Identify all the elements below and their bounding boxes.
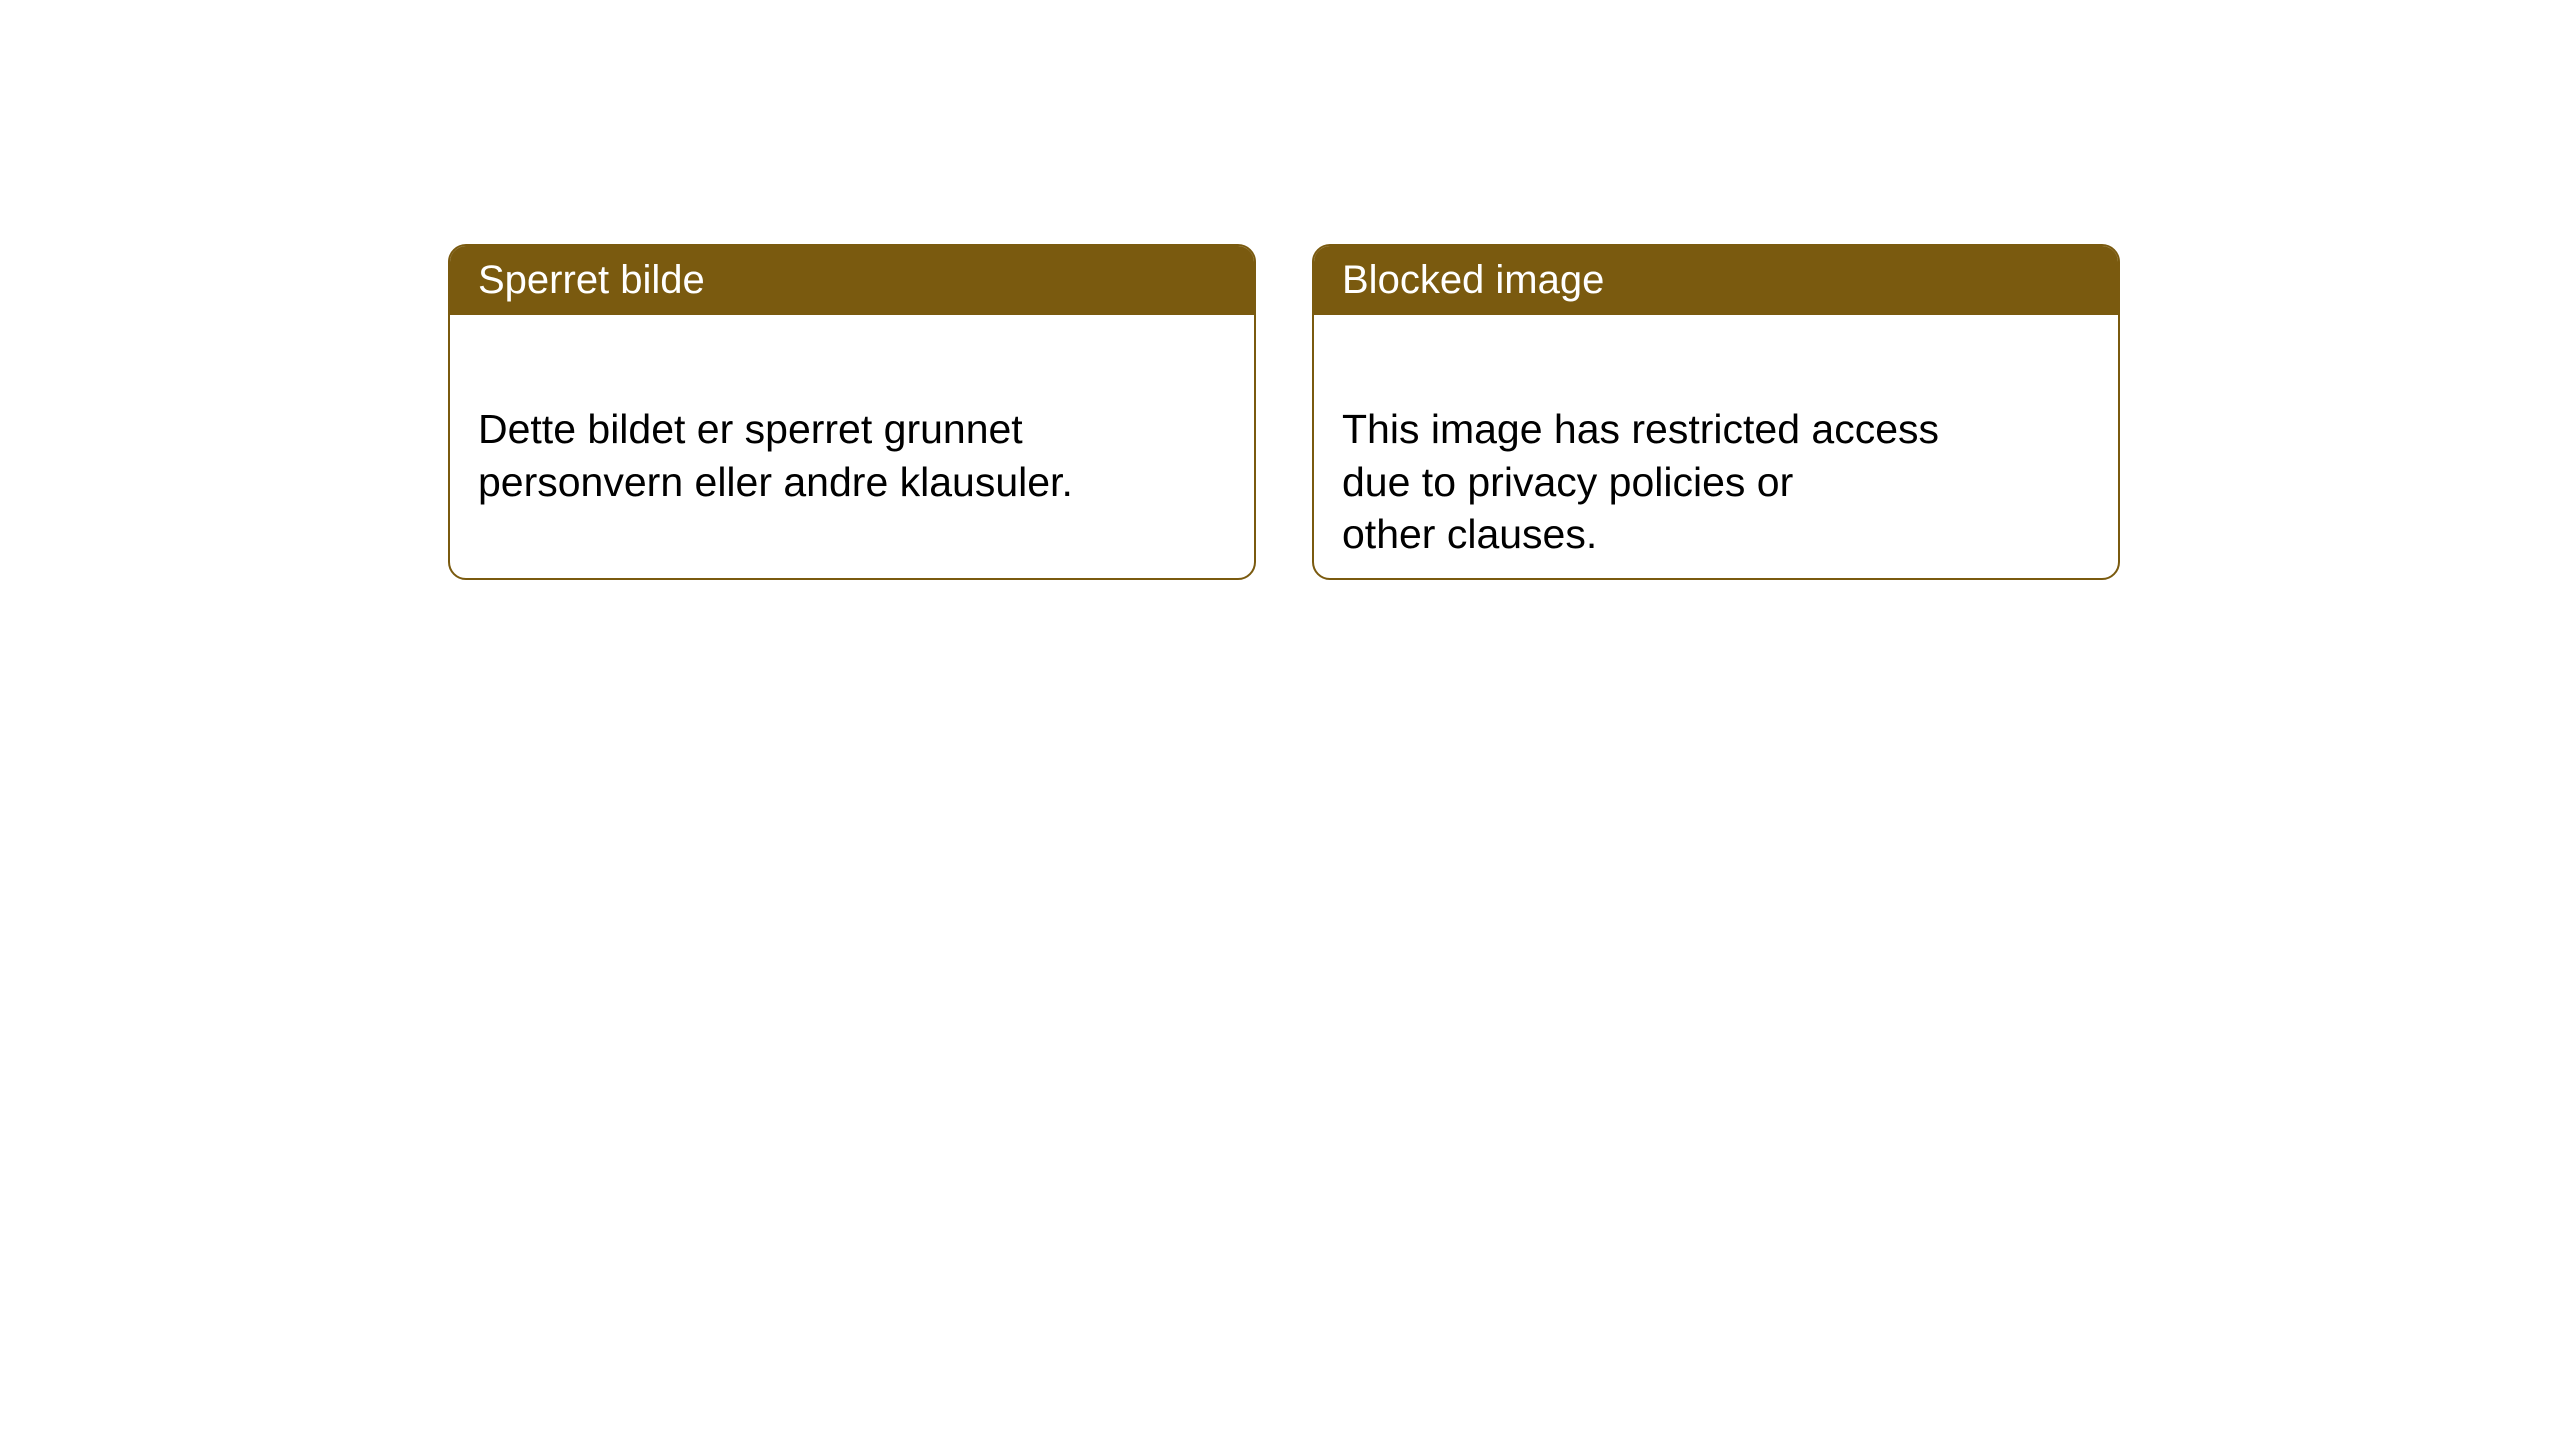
card-body-text: Dette bildet er sperret grunnet personve… xyxy=(478,406,1073,504)
card-title: Blocked image xyxy=(1342,258,1604,302)
blocked-image-card-en: Blocked image This image has restricted … xyxy=(1312,244,2120,580)
card-body: This image has restricted access due to … xyxy=(1314,315,2118,580)
blocked-image-card-no: Sperret bilde Dette bildet er sperret gr… xyxy=(448,244,1256,580)
card-header: Sperret bilde xyxy=(450,246,1254,315)
card-body: Dette bildet er sperret grunnet personve… xyxy=(450,315,1254,544)
notice-cards-container: Sperret bilde Dette bildet er sperret gr… xyxy=(0,0,2560,580)
card-title: Sperret bilde xyxy=(478,258,705,302)
card-body-text: This image has restricted access due to … xyxy=(1342,406,1939,557)
card-header: Blocked image xyxy=(1314,246,2118,315)
